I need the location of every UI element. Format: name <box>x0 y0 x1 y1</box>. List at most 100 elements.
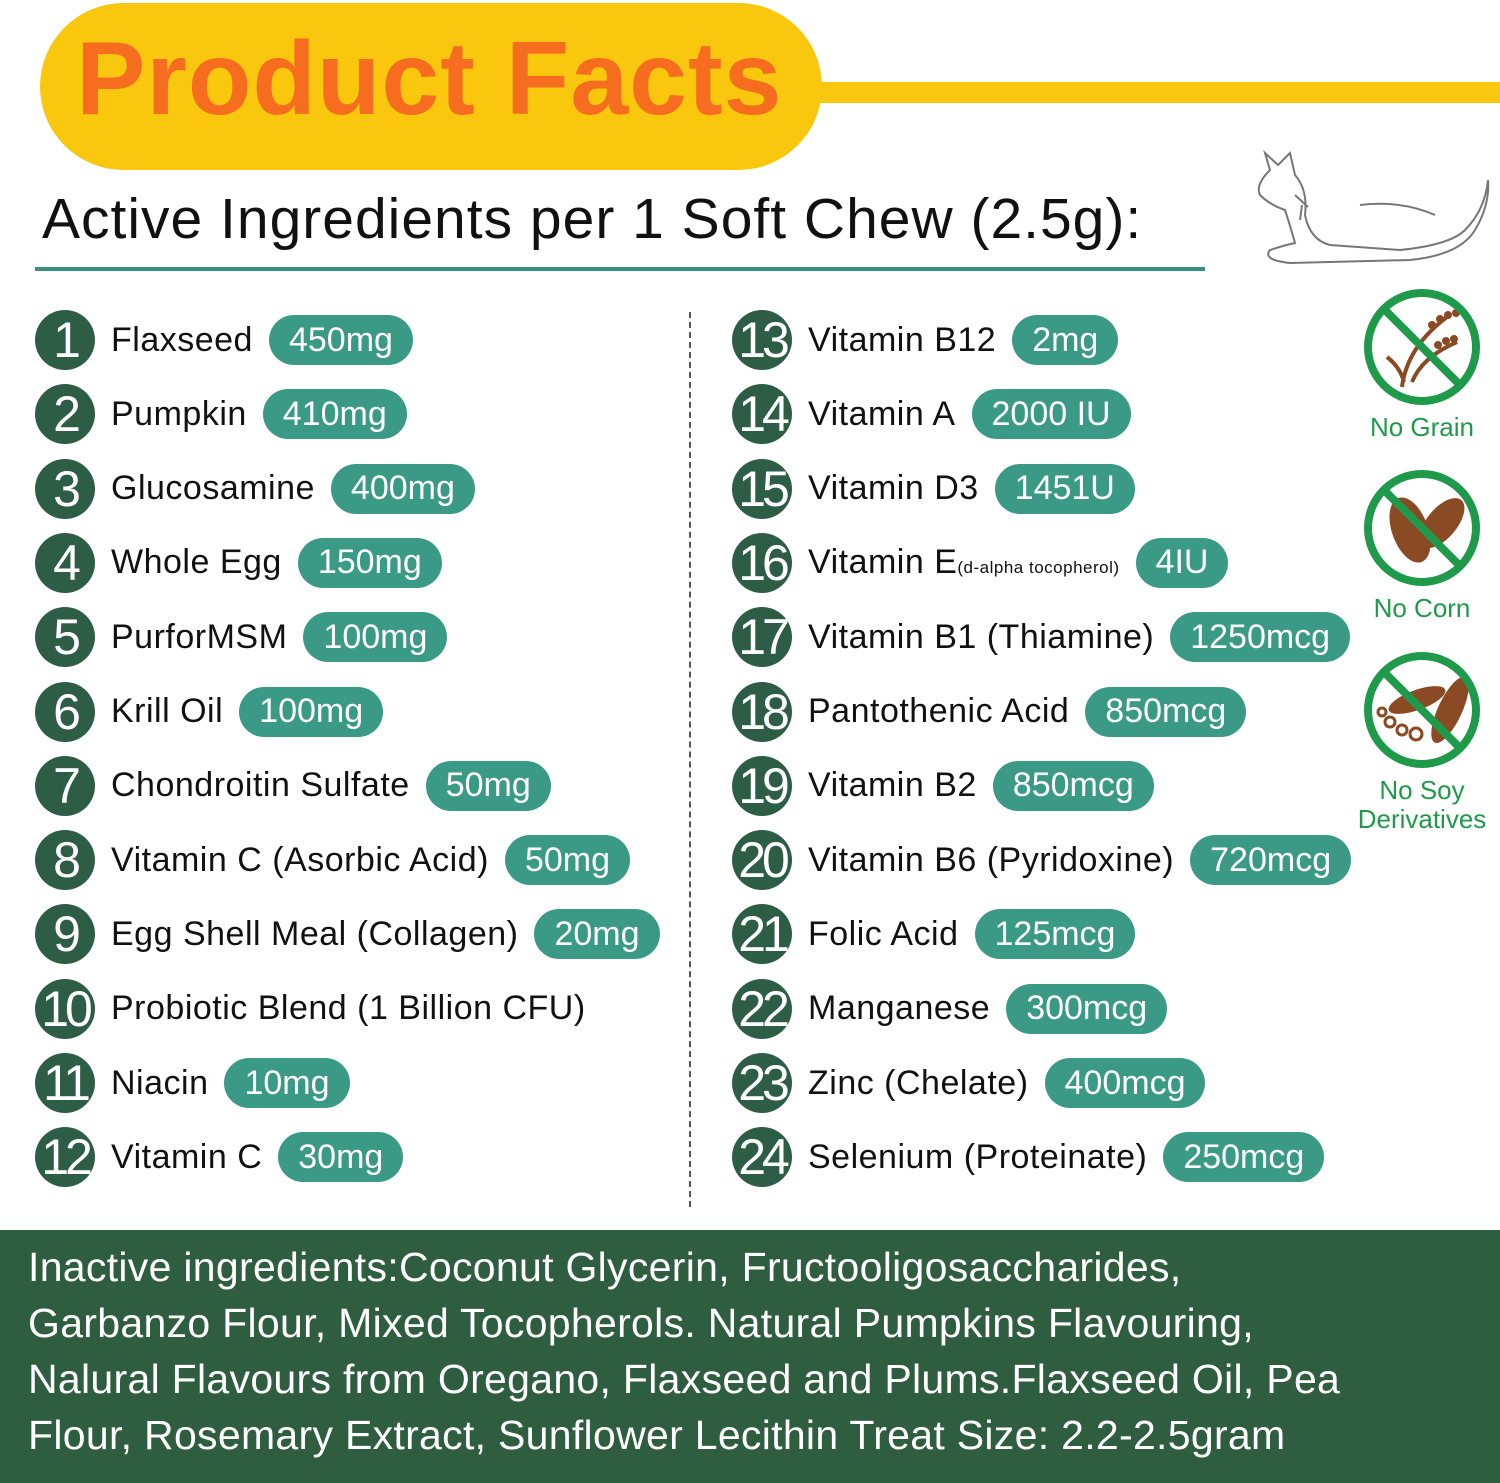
amount-pill: 150mg <box>297 537 442 588</box>
ingredient-row: 4 Whole Egg 150mg <box>35 532 442 593</box>
badge-no-corn: No Corn <box>1347 468 1497 623</box>
ingredient-name: Selenium (Proteinate) <box>808 1137 1148 1176</box>
no-corn-icon <box>1364 470 1480 586</box>
amount-pill: 250mcg <box>1163 1132 1325 1183</box>
amount-pill: 4IU <box>1135 537 1229 588</box>
ingredient-row: 1 Flaxseed 450mg <box>35 310 413 370</box>
amount-pill: 450mg <box>268 315 413 365</box>
ingredient-row: 13 Vitamin B12 2mg <box>732 310 1119 370</box>
ingredient-name: Vitamin B12 <box>808 320 997 359</box>
ingredient-row: 11 Niacin 10mg <box>35 1053 350 1113</box>
ingredient-number: 19 <box>732 755 792 816</box>
amount-pill: 300mcg <box>1006 983 1168 1034</box>
amount-pill: 400mg <box>330 463 475 514</box>
ingredient-row: 20 Vitamin B6 (Pyridoxine) 720mcg <box>732 830 1352 891</box>
amount-pill: 20mg <box>534 909 660 960</box>
ingredient-name: Vitamin D3 <box>808 469 979 508</box>
ingredient-row: 5 PurforMSM 100mg <box>35 607 448 668</box>
ingredient-row: 9 Egg Shell Meal (Collagen) 20mg <box>35 904 660 965</box>
ingredient-number: 16 <box>732 532 792 593</box>
amount-pill: 50mg <box>504 835 630 886</box>
amount-pill: 1250mcg <box>1170 612 1351 663</box>
ingredient-row: 2 Pumpkin 410mg <box>35 384 407 445</box>
ingredient-name: Whole Egg <box>111 543 282 582</box>
ingredient-number: 3 <box>35 458 95 519</box>
badge-no-soy: No Soy Derivatives <box>1347 650 1497 834</box>
ingredient-number: 11 <box>35 1053 95 1113</box>
ingredient-row: 6 Krill Oil 100mg <box>35 681 384 742</box>
ingredient-number: 5 <box>35 607 95 668</box>
inactive-line: Nalural Flavours from Oregano, Flaxseed … <box>28 1356 1341 1402</box>
inactive-line: Garbanzo Flour, Mixed Tocopherols. Natur… <box>28 1300 1254 1346</box>
ingredient-number: 1 <box>35 310 95 370</box>
ingredient-row: 10 Probiotic Blend (1 Billion CFU) <box>35 978 586 1039</box>
ingredient-name: Pumpkin <box>111 394 247 433</box>
ingredient-row: 12 Vitamin C 30mg <box>35 1127 404 1188</box>
ingredient-row: 14 Vitamin A 2000 IU <box>732 384 1131 445</box>
badge-label: No Corn <box>1373 593 1471 623</box>
badge-label: No Soy Derivatives <box>1357 775 1487 834</box>
amount-pill: 50mg <box>425 760 551 811</box>
ingredient-number: 24 <box>732 1127 792 1188</box>
ingredient-name: Vitamin E(d-alpha tocopherol) <box>808 543 1120 582</box>
ingredient-name: Flaxseed <box>111 320 253 359</box>
ingredient-name: Vitamin A <box>808 394 956 433</box>
ingredient-name: PurforMSM <box>111 617 288 656</box>
ingredient-row: 17 Vitamin B1 (Thiamine) 1250mcg <box>732 607 1351 668</box>
amount-pill: 2mg <box>1012 315 1119 365</box>
ingredient-name: Zinc (Chelate) <box>808 1063 1029 1102</box>
ingredient-row: 16 Vitamin E(d-alpha tocopherol) 4IU <box>732 532 1229 593</box>
amount-pill: 100mg <box>303 612 448 663</box>
ingredient-number: 18 <box>732 681 792 742</box>
ingredient-name: Pantothenic Acid <box>808 692 1070 730</box>
ingredient-number: 14 <box>732 384 792 445</box>
amount-pill: 720mcg <box>1190 835 1352 886</box>
ingredient-row: 21 Folic Acid 125mcg <box>732 904 1136 965</box>
inactive-line: Inactive ingredients:Coconut Glycerin, F… <box>28 1244 1182 1290</box>
no-grain-icon <box>1364 289 1480 405</box>
inactive-ingredients-panel: Inactive ingredients:Coconut Glycerin, F… <box>0 1230 1500 1483</box>
amount-pill: 400mcg <box>1044 1058 1206 1108</box>
ingredient-row: 7 Chondroitin Sulfate 50mg <box>35 755 551 816</box>
ingredient-number: 4 <box>35 532 95 593</box>
page-title: Product Facts <box>76 21 783 137</box>
amount-pill: 850mcg <box>992 760 1154 811</box>
ingredient-row: 15 Vitamin D3 1451U <box>732 458 1135 519</box>
ingredient-number: 13 <box>732 310 792 370</box>
ingredient-name: Niacin <box>111 1063 209 1102</box>
amount-pill: 30mg <box>278 1132 404 1183</box>
ingredient-number: 6 <box>35 681 95 742</box>
ingredient-number: 8 <box>35 830 95 891</box>
badge-no-grain: No Grain <box>1347 287 1497 442</box>
ingredient-number: 23 <box>732 1053 792 1113</box>
amount-pill: 850mcg <box>1085 686 1247 737</box>
ingredient-name: Vitamin B1 (Thiamine) <box>808 617 1155 656</box>
ingredient-name: Probiotic Blend (1 Billion CFU) <box>111 989 586 1028</box>
ingredient-number: 22 <box>732 978 792 1039</box>
title-rule <box>800 82 1500 103</box>
inactive-line: Flour, Rosemary Extract, Sunflower Lecit… <box>28 1412 1286 1458</box>
ingredient-number: 17 <box>732 607 792 668</box>
ingredient-row: 19 Vitamin B2 850mcg <box>732 755 1154 816</box>
ingredient-number: 15 <box>732 458 792 519</box>
ingredient-row: 23 Zinc (Chelate) 400mcg <box>732 1053 1206 1113</box>
amount-pill: 410mg <box>262 389 407 440</box>
ingredient-name: Vitamin B2 <box>808 766 977 805</box>
ingredient-number: 21 <box>732 904 792 965</box>
section-subtitle: Active Ingredients per 1 Soft Chew (2.5g… <box>42 187 1143 251</box>
title-banner <box>40 3 822 170</box>
amount-pill: 10mg <box>224 1058 350 1108</box>
ingredient-name: Chondroitin Sulfate <box>111 766 410 805</box>
column-divider <box>689 312 691 1207</box>
ingredient-name: Vitamin C <box>111 1137 263 1176</box>
ingredient-number: 7 <box>35 755 95 816</box>
no-soy-icon <box>1364 652 1480 768</box>
subtitle-underline <box>35 267 1205 271</box>
ingredient-row: 18 Pantothenic Acid 850mcg <box>732 681 1247 742</box>
ingredient-name: Vitamin B6 (Pyridoxine) <box>808 840 1175 879</box>
badge-label: No Grain <box>1369 412 1475 442</box>
amount-pill: 100mg <box>239 686 384 737</box>
ingredient-note: (d-alpha tocopherol) <box>957 558 1120 578</box>
ingredient-number: 9 <box>35 904 95 965</box>
ingredient-row: 22 Manganese 300mcg <box>732 978 1168 1039</box>
